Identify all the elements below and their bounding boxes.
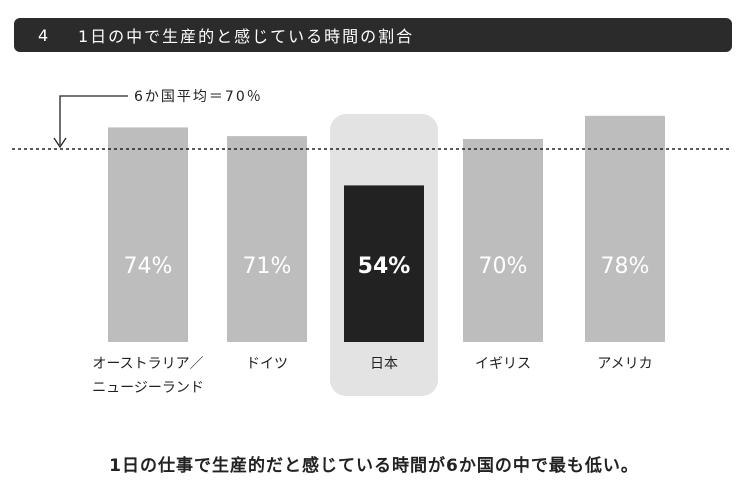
bar-0 bbox=[108, 127, 188, 343]
bar-3 bbox=[463, 139, 543, 342]
bar-4 bbox=[585, 115, 665, 342]
value-label-4: 78% bbox=[601, 254, 650, 279]
average-arrow-line bbox=[59, 95, 128, 145]
category-label-3-0: イギリス bbox=[475, 356, 531, 372]
category-label-2-0: 日本 bbox=[370, 356, 398, 372]
average-label: 6か国平均＝70％ bbox=[134, 89, 263, 105]
value-label-0: 74% bbox=[124, 254, 173, 279]
category-label-0-1: ニュージーランド bbox=[92, 380, 204, 396]
chart-header: 4 1日の中で生産的と感じている時間の割合 bbox=[14, 18, 732, 52]
value-label-2: 54% bbox=[358, 254, 411, 279]
bar-1 bbox=[227, 136, 307, 342]
bar-chart: 74% オーストラリア／ ニュージーランド 71% ドイツ 54% 日本 70% イギリス 78%… bbox=[12, 89, 732, 396]
category-label-1-0: ドイツ bbox=[246, 356, 288, 372]
chart-number: 4 bbox=[38, 25, 51, 45]
category-label-4-0: アメリカ bbox=[597, 356, 652, 372]
average-arrow-head bbox=[53, 137, 67, 149]
bar-2 bbox=[344, 185, 424, 342]
value-label-3: 70% bbox=[479, 254, 528, 279]
chart-caption: 1日の仕事で生産的だと感じている時間が6か国の中で最も低い。 bbox=[109, 456, 639, 476]
chart-title: 1日の中で生産的と感じている時間の割合 bbox=[78, 27, 415, 46]
value-label-1: 71% bbox=[243, 254, 292, 279]
category-label-0-0: オーストラリア／ bbox=[92, 356, 203, 372]
